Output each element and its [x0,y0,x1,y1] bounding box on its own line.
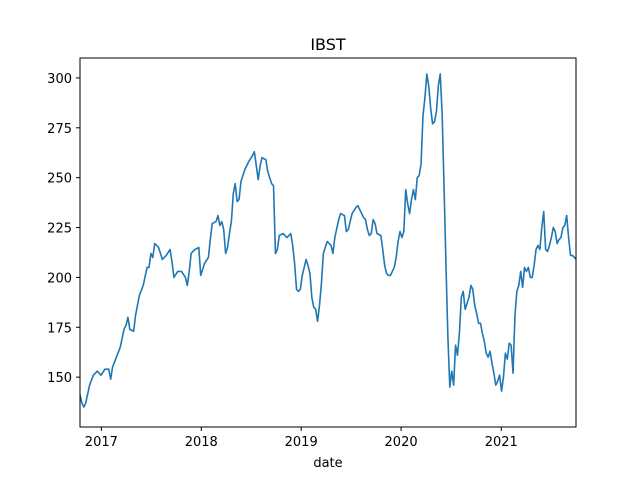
plot-frame [79,57,577,428]
series-line-0 [80,73,576,408]
x-tick-label: 2018 [185,435,218,450]
series-layer [80,73,576,408]
x-tick-label: 2020 [385,435,418,450]
x-axis: 2017 2018 2019 2020 2021 [85,427,518,450]
y-axis: 150 175 200 225 250 275 300 [47,72,80,386]
x-tick-label: 2019 [285,435,318,450]
x-axis-title: date [313,456,342,471]
x-tick-label: 2017 [85,435,118,450]
y-tick-label: 300 [47,72,72,87]
y-tick-label: 200 [47,271,72,286]
x-tick-label: 2021 [485,435,518,450]
chart-title: IBST [310,35,346,54]
y-tick-label: 250 [47,172,72,187]
y-tick-label: 175 [47,321,72,336]
y-tick-label: 225 [47,222,72,237]
y-tick-label: 275 [47,122,72,137]
y-tick-label: 150 [47,371,72,386]
